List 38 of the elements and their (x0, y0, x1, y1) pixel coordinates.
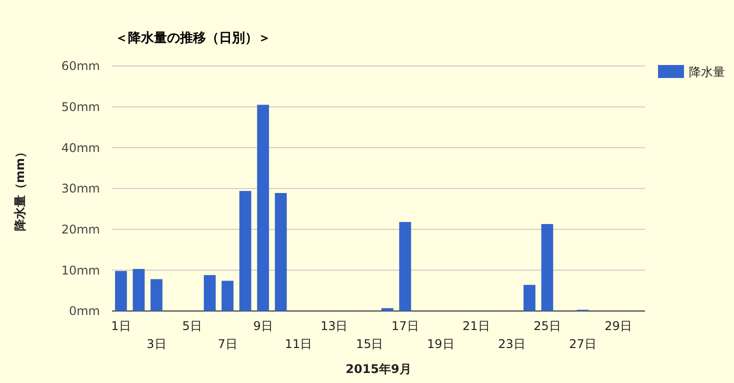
chart-title: ＜降水量の推移（日別）＞ (115, 31, 271, 46)
x-tick-label: 25日 (534, 319, 561, 333)
y-tick-label: 40mm (61, 140, 100, 155)
bar (115, 270, 127, 311)
x-tick-label: 7日 (218, 337, 238, 351)
x-tick-label: 27日 (569, 337, 596, 351)
x-tick-label: 19日 (427, 337, 454, 351)
y-tick-label: 50mm (61, 100, 100, 114)
bar (257, 104, 270, 311)
x-tick-label: 21日 (462, 319, 490, 333)
y-tick-label: 10mm (61, 263, 100, 278)
y-axis-title: 降水量（mm） (13, 146, 27, 232)
x-tick-label: 5日 (182, 319, 202, 333)
bar (524, 284, 536, 311)
x-tick-label: 29日 (604, 319, 632, 333)
x-tick-label: 11日 (284, 337, 312, 351)
y-tick-label: 30mm (61, 182, 100, 196)
x-tick-label: 23日 (498, 337, 526, 351)
bar (239, 190, 252, 311)
x-axis-title: 2015年9月 (346, 362, 412, 376)
x-tick-label: 9日 (253, 319, 273, 333)
bar (541, 224, 554, 311)
x-tick-label: 1日 (111, 319, 131, 333)
bar (274, 192, 287, 311)
x-tick-label: 17日 (392, 319, 419, 333)
x-tick-label: 15日 (356, 337, 384, 351)
bar (204, 275, 216, 311)
x-tick-label: 3日 (146, 337, 166, 351)
y-tick-label: 0mm (68, 304, 100, 318)
y-tick-label: 20mm (61, 222, 100, 237)
legend-label: 降水量 (689, 65, 725, 80)
bar (399, 222, 412, 311)
bar (150, 279, 162, 311)
bar (132, 268, 145, 311)
bar (222, 280, 234, 311)
x-tick-label: 13日 (320, 319, 348, 333)
y-tick-label: 60mm (61, 59, 100, 74)
bar (381, 308, 394, 311)
